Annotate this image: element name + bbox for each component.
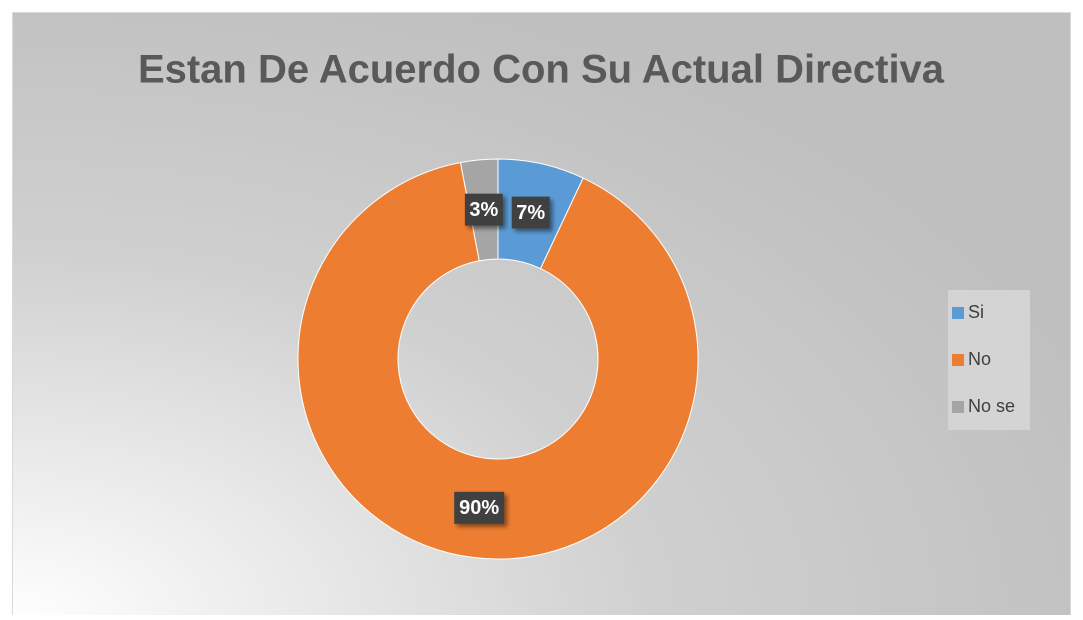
legend-label: Si — [968, 302, 984, 322]
legend-label: No se — [968, 396, 1015, 416]
data-label: 90% — [459, 497, 499, 519]
legend-swatch — [952, 354, 964, 366]
data-label-box — [464, 193, 503, 226]
data-label-box — [511, 196, 550, 229]
chart-title: Estan De Acuerdo Con Su Actual Directiva — [138, 48, 945, 92]
data-label-box — [454, 491, 505, 524]
legend-swatch — [952, 307, 964, 319]
data-label: 7% — [516, 202, 545, 224]
data-label: 3% — [469, 199, 498, 221]
legend-label: No — [968, 349, 991, 369]
legend-swatch — [952, 401, 964, 413]
slice — [297, 161, 699, 560]
